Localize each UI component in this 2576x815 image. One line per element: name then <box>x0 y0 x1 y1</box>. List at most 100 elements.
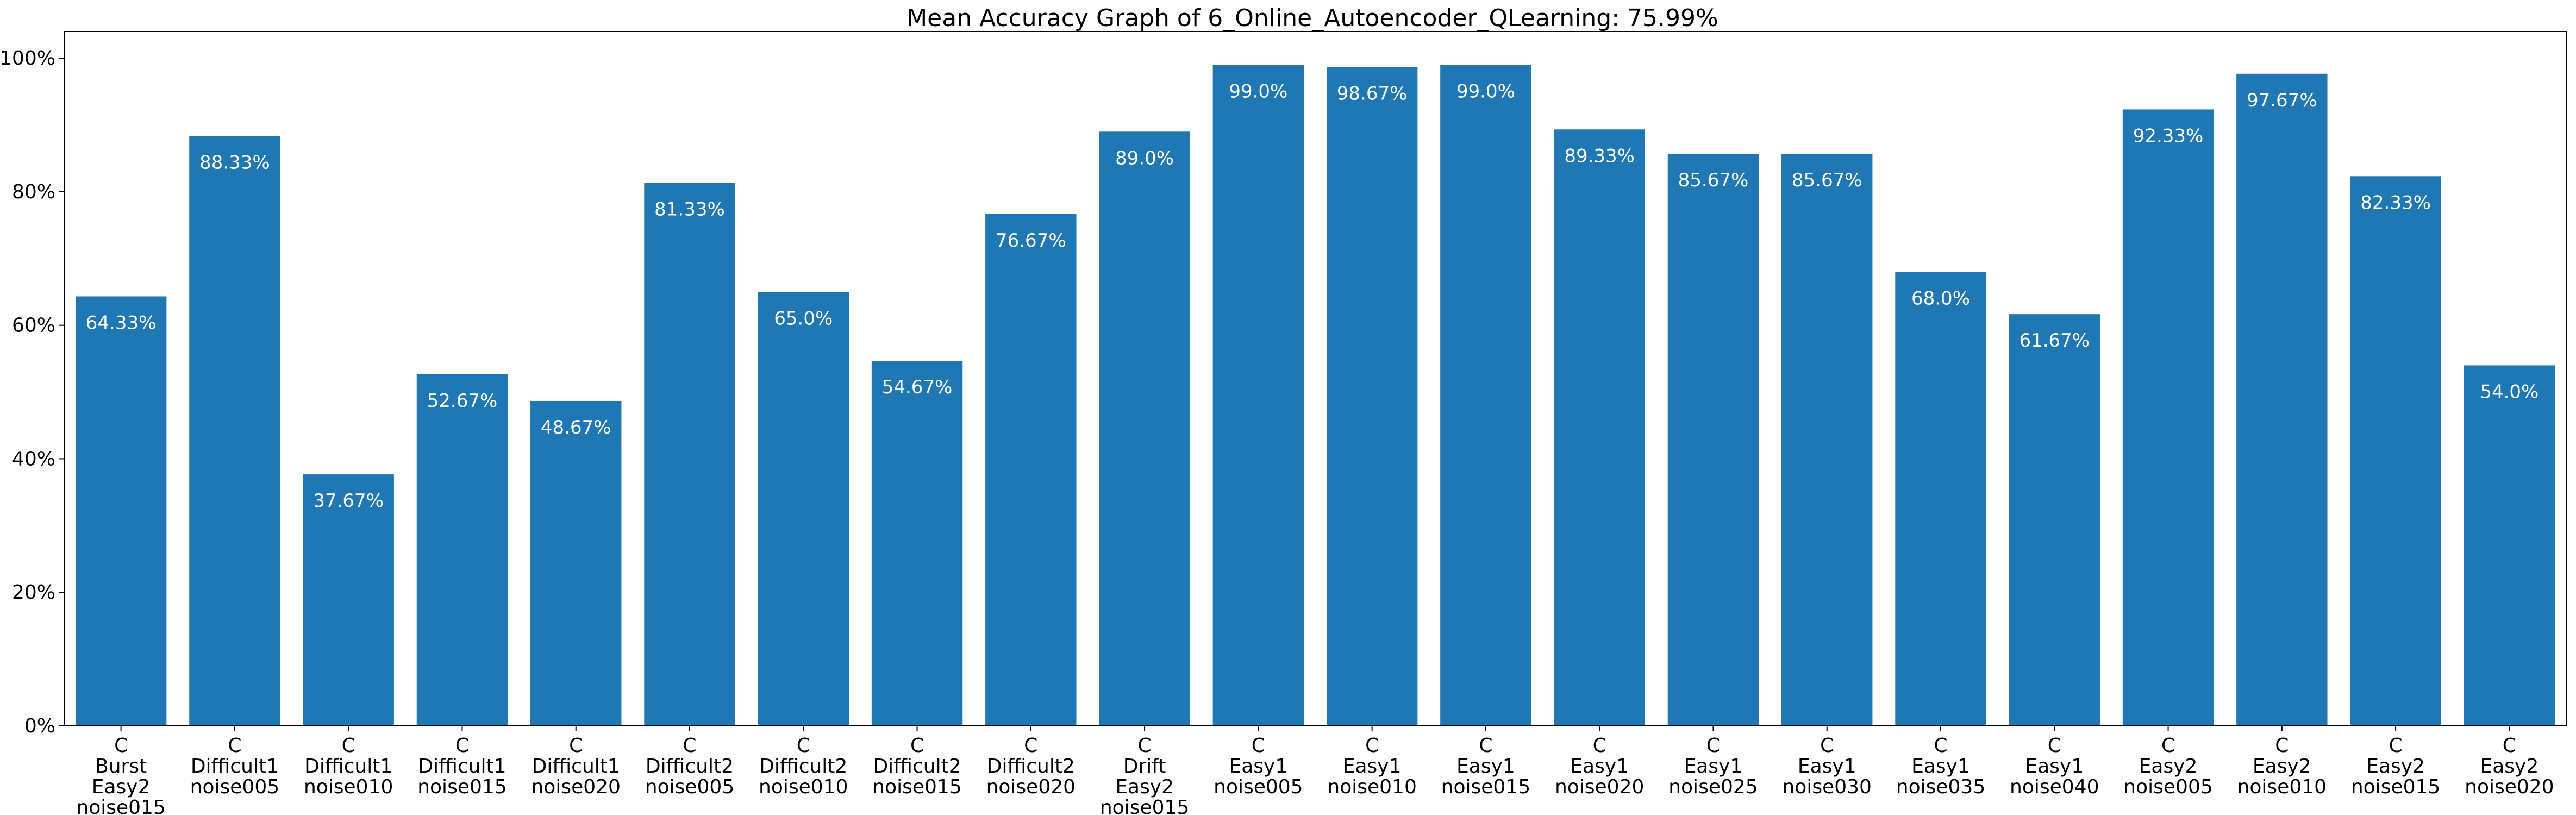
x-tick-label-line: C <box>2503 735 2516 757</box>
x-tick-label-line: C <box>1934 735 1947 757</box>
x-tick-label-line: C <box>2161 735 2175 757</box>
plot-area: 64.33% 88.33% 37.67% 52.67% 48.67% 81.33% 65.0… <box>0 31 2567 815</box>
x-tick-label-line: noise005 <box>645 776 734 798</box>
x-tick-label-line: C <box>1138 735 1152 757</box>
bar <box>985 214 1077 726</box>
x-tick-label: C Easy1 noise010 <box>1327 735 1416 798</box>
x-tick-label-line: Easy2 <box>1115 776 1174 798</box>
x-tick-label-line: Easy1 <box>1456 755 1515 778</box>
x-tick-label-line: C <box>910 735 924 757</box>
bar-value-label: 89.0% <box>1115 147 1174 169</box>
x-tick-label: C Easy1 noise030 <box>1782 735 1871 798</box>
x-tick-label-line: noise015 <box>1441 776 1530 798</box>
x-tick-label: C Difficult2 noise005 <box>645 735 734 798</box>
bar <box>2009 314 2100 726</box>
x-tick-label-line: C <box>2048 735 2061 757</box>
x-tick-label-line: Easy1 <box>2025 755 2084 778</box>
x-tick-label: C Difficult1 noise005 <box>190 735 279 798</box>
x-tick-label-line: Difficult2 <box>873 755 961 778</box>
x-tick-label: C Difficult2 noise010 <box>759 735 848 798</box>
y-tick-label: 80% <box>12 181 55 203</box>
x-tick-label-line: noise005 <box>2123 776 2212 798</box>
x-tick-label-line: C <box>683 735 696 757</box>
x-tick-label-line: C <box>342 735 355 757</box>
bar <box>644 183 735 726</box>
x-tick-label: C Easy1 noise025 <box>1668 735 1758 798</box>
x-tick-label-line: noise015 <box>2351 776 2440 798</box>
x-tick-label: C Easy1 noise005 <box>1214 735 1303 798</box>
x-tick-label-line: noise040 <box>2010 776 2099 798</box>
x-tick-label-line: noise010 <box>759 776 848 798</box>
x-tick-label-line: C <box>1593 735 1606 757</box>
x-tick-label: C Drift Easy2 noise015 <box>1100 735 1189 815</box>
x-tick-label-line: Difficult1 <box>304 755 392 778</box>
bar-value-label: 52.67% <box>427 390 498 412</box>
x-tick-label-line: C <box>797 735 810 757</box>
bar <box>189 136 280 726</box>
x-tick-label: C Difficult1 noise020 <box>531 735 620 798</box>
x-tick-label: C Easy2 noise005 <box>2123 735 2212 798</box>
x-tick-label-line: Difficult2 <box>759 755 847 778</box>
x-tick-label-line: noise010 <box>304 776 393 798</box>
x-tick-label-line: noise015 <box>872 776 961 798</box>
x-tick-label-line: noise015 <box>417 776 507 798</box>
x-tick-label-line: C <box>569 735 583 757</box>
bar-value-label: 37.67% <box>313 490 384 512</box>
x-tick-label-line: Easy1 <box>1570 755 1629 778</box>
x-tick-label: C Easy1 noise035 <box>1896 735 1985 798</box>
x-tick-label-line: C <box>1820 735 1834 757</box>
y-tick-label: 60% <box>12 315 55 337</box>
bar-value-label: 98.67% <box>1337 83 1408 104</box>
bar-value-label: 85.67% <box>1678 170 1749 191</box>
x-tick-label-line: Easy1 <box>1798 755 1856 778</box>
bar <box>871 361 963 726</box>
bar-value-label: 81.33% <box>654 199 725 221</box>
bar <box>2350 176 2441 726</box>
bar-value-label: 61.67% <box>2019 330 2090 352</box>
x-tick-label-line: Difficult1 <box>532 755 620 778</box>
y-tick-label: 40% <box>12 448 55 470</box>
bar <box>1781 154 1873 726</box>
x-tick-label-line: noise020 <box>986 776 1076 798</box>
x-tick-label-line: Easy1 <box>1684 755 1743 778</box>
bar-value-label: 97.67% <box>2247 90 2317 111</box>
x-tick-label: C Easy2 noise020 <box>2465 735 2554 798</box>
x-tick-label-line: noise015 <box>76 797 165 815</box>
bar-value-label: 68.0% <box>1911 287 1970 309</box>
y-tick-label: 100% <box>0 47 55 70</box>
bar <box>1667 154 1759 726</box>
x-tick-label-line: C <box>1365 735 1379 757</box>
x-tick-label-line: Difficult2 <box>987 755 1075 778</box>
x-tick-label-line: noise020 <box>2465 776 2554 798</box>
bar-value-label: 99.0% <box>1456 80 1515 102</box>
bar <box>1212 65 1304 726</box>
x-tick-label: C Easy1 noise040 <box>2010 735 2099 798</box>
bar-value-label: 54.0% <box>2480 381 2539 403</box>
x-tick-label: C Burst Easy2 noise015 <box>76 735 165 815</box>
x-tick-label-line: C <box>1024 735 1037 757</box>
x-tick-label-line: noise035 <box>1896 776 1985 798</box>
x-tick-label-line: Easy2 <box>2253 755 2311 778</box>
x-tick-label-line: C <box>2275 735 2289 757</box>
bar-value-label: 64.33% <box>86 312 157 334</box>
bar <box>1326 67 1418 726</box>
chart-title: Mean Accuracy Graph of 6_Online_Autoenco… <box>906 4 1718 32</box>
x-tick-label-line: noise010 <box>1327 776 1416 798</box>
bar-value-label: 85.67% <box>1792 170 1862 191</box>
bar <box>530 400 622 726</box>
x-tick-label-line: Difficult1 <box>191 755 279 778</box>
x-tick-label-line: Difficult1 <box>418 755 506 778</box>
bar <box>75 296 167 726</box>
x-tick-label-line: noise010 <box>2237 776 2327 798</box>
x-tick-label-line: Easy2 <box>2480 755 2539 778</box>
y-tick-label: 0% <box>24 715 55 737</box>
x-tick-label: C Difficult1 noise015 <box>417 735 507 798</box>
bar-value-label: 76.67% <box>996 230 1066 252</box>
bar <box>1099 131 1190 726</box>
x-tick-label-line: Difficult2 <box>646 755 734 778</box>
x-tick-label-line: noise005 <box>1214 776 1303 798</box>
x-tick-label: C Easy2 noise015 <box>2351 735 2440 798</box>
x-tick-label-line: Easy2 <box>92 776 151 798</box>
x-tick-label-line: C <box>228 735 241 757</box>
